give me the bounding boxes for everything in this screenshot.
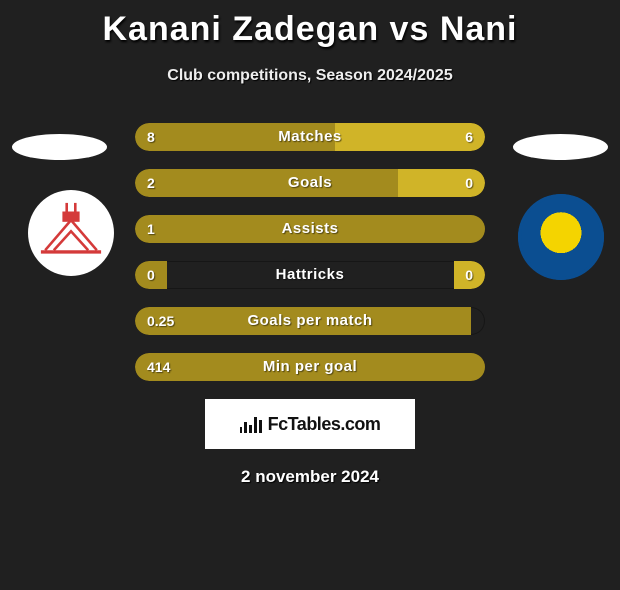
stat-label: Assists [135,215,485,243]
stat-row: 86Matches [135,123,485,151]
player-ellipse-left [12,134,107,160]
stat-row: 0.25Goals per match [135,307,485,335]
stat-label: Goals [135,169,485,197]
club-crest-left [28,190,114,276]
stat-label: Matches [135,123,485,151]
stat-label: Min per goal [135,353,485,381]
club-crest-right [518,194,604,280]
player-ellipse-right [513,134,608,160]
watermark-text: FcTables.com [268,414,381,435]
stat-row: 414Min per goal [135,353,485,381]
page-title: Kanani Zadegan vs Nani [0,10,620,49]
stat-row: 00Hattricks [135,261,485,289]
subtitle: Club competitions, Season 2024/2025 [0,67,620,85]
watermark: FcTables.com [205,399,415,449]
stat-row: 20Goals [135,169,485,197]
stat-label: Goals per match [135,307,485,335]
stat-row: 1Assists [135,215,485,243]
stats-container: 86Matches 20Goals 1Assists 00Hattricks 0.25G… [135,123,485,381]
chart-icon [240,415,262,433]
stat-label: Hattricks [135,261,485,289]
date-text: 2 november 2024 [0,467,620,487]
